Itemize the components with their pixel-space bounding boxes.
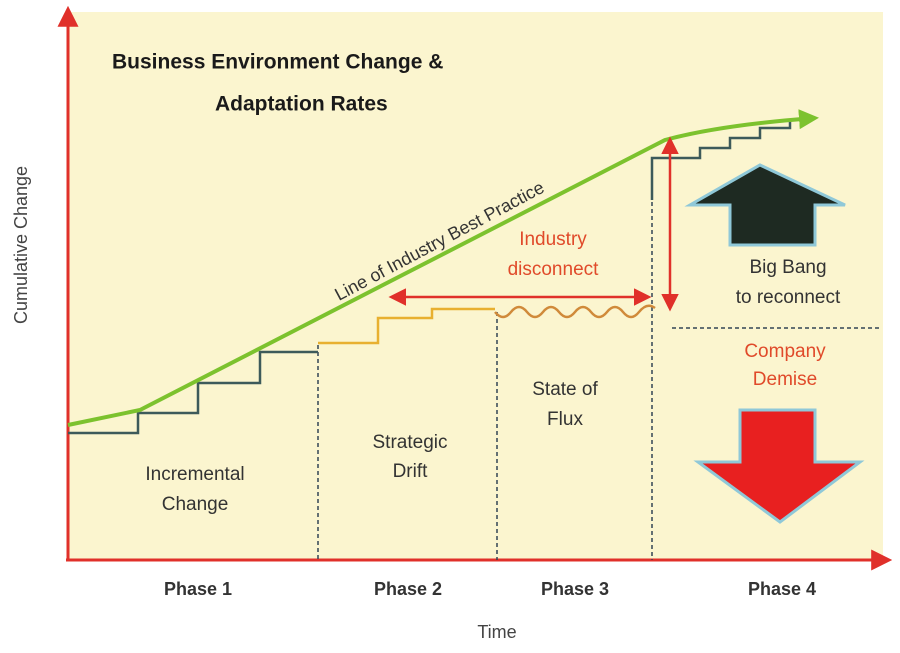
phase-label: Phase 1 (164, 579, 232, 599)
region-label: Strategic (373, 432, 448, 453)
region-label: Flux (547, 409, 583, 430)
region-label: Change (162, 494, 229, 515)
region-label: Incremental (145, 464, 244, 485)
annotation: disconnect (508, 259, 600, 280)
annotation: Demise (753, 369, 817, 390)
y-axis-title: Cumulative Change (11, 166, 31, 324)
annotation: Big Bang (749, 257, 826, 278)
company-steps (68, 350, 318, 435)
down-arrow (693, 408, 865, 524)
flux-line (494, 304, 656, 319)
title-line: Business Environment Change & (112, 51, 443, 74)
annotation: Industry (519, 229, 587, 250)
phase-label: Phase 3 (541, 579, 609, 599)
phase-label: Phase 4 (748, 579, 816, 599)
phase-label: Phase 2 (374, 579, 442, 599)
region-label: State of (532, 379, 598, 400)
annotation: Company (744, 341, 826, 362)
region-label: Drift (393, 461, 429, 482)
drift-steps (318, 307, 495, 345)
annotation: to reconnect (736, 287, 841, 308)
title-line: Adaptation Rates (215, 93, 388, 116)
x-axis-title: Time (477, 622, 516, 642)
up-arrow (684, 163, 846, 247)
